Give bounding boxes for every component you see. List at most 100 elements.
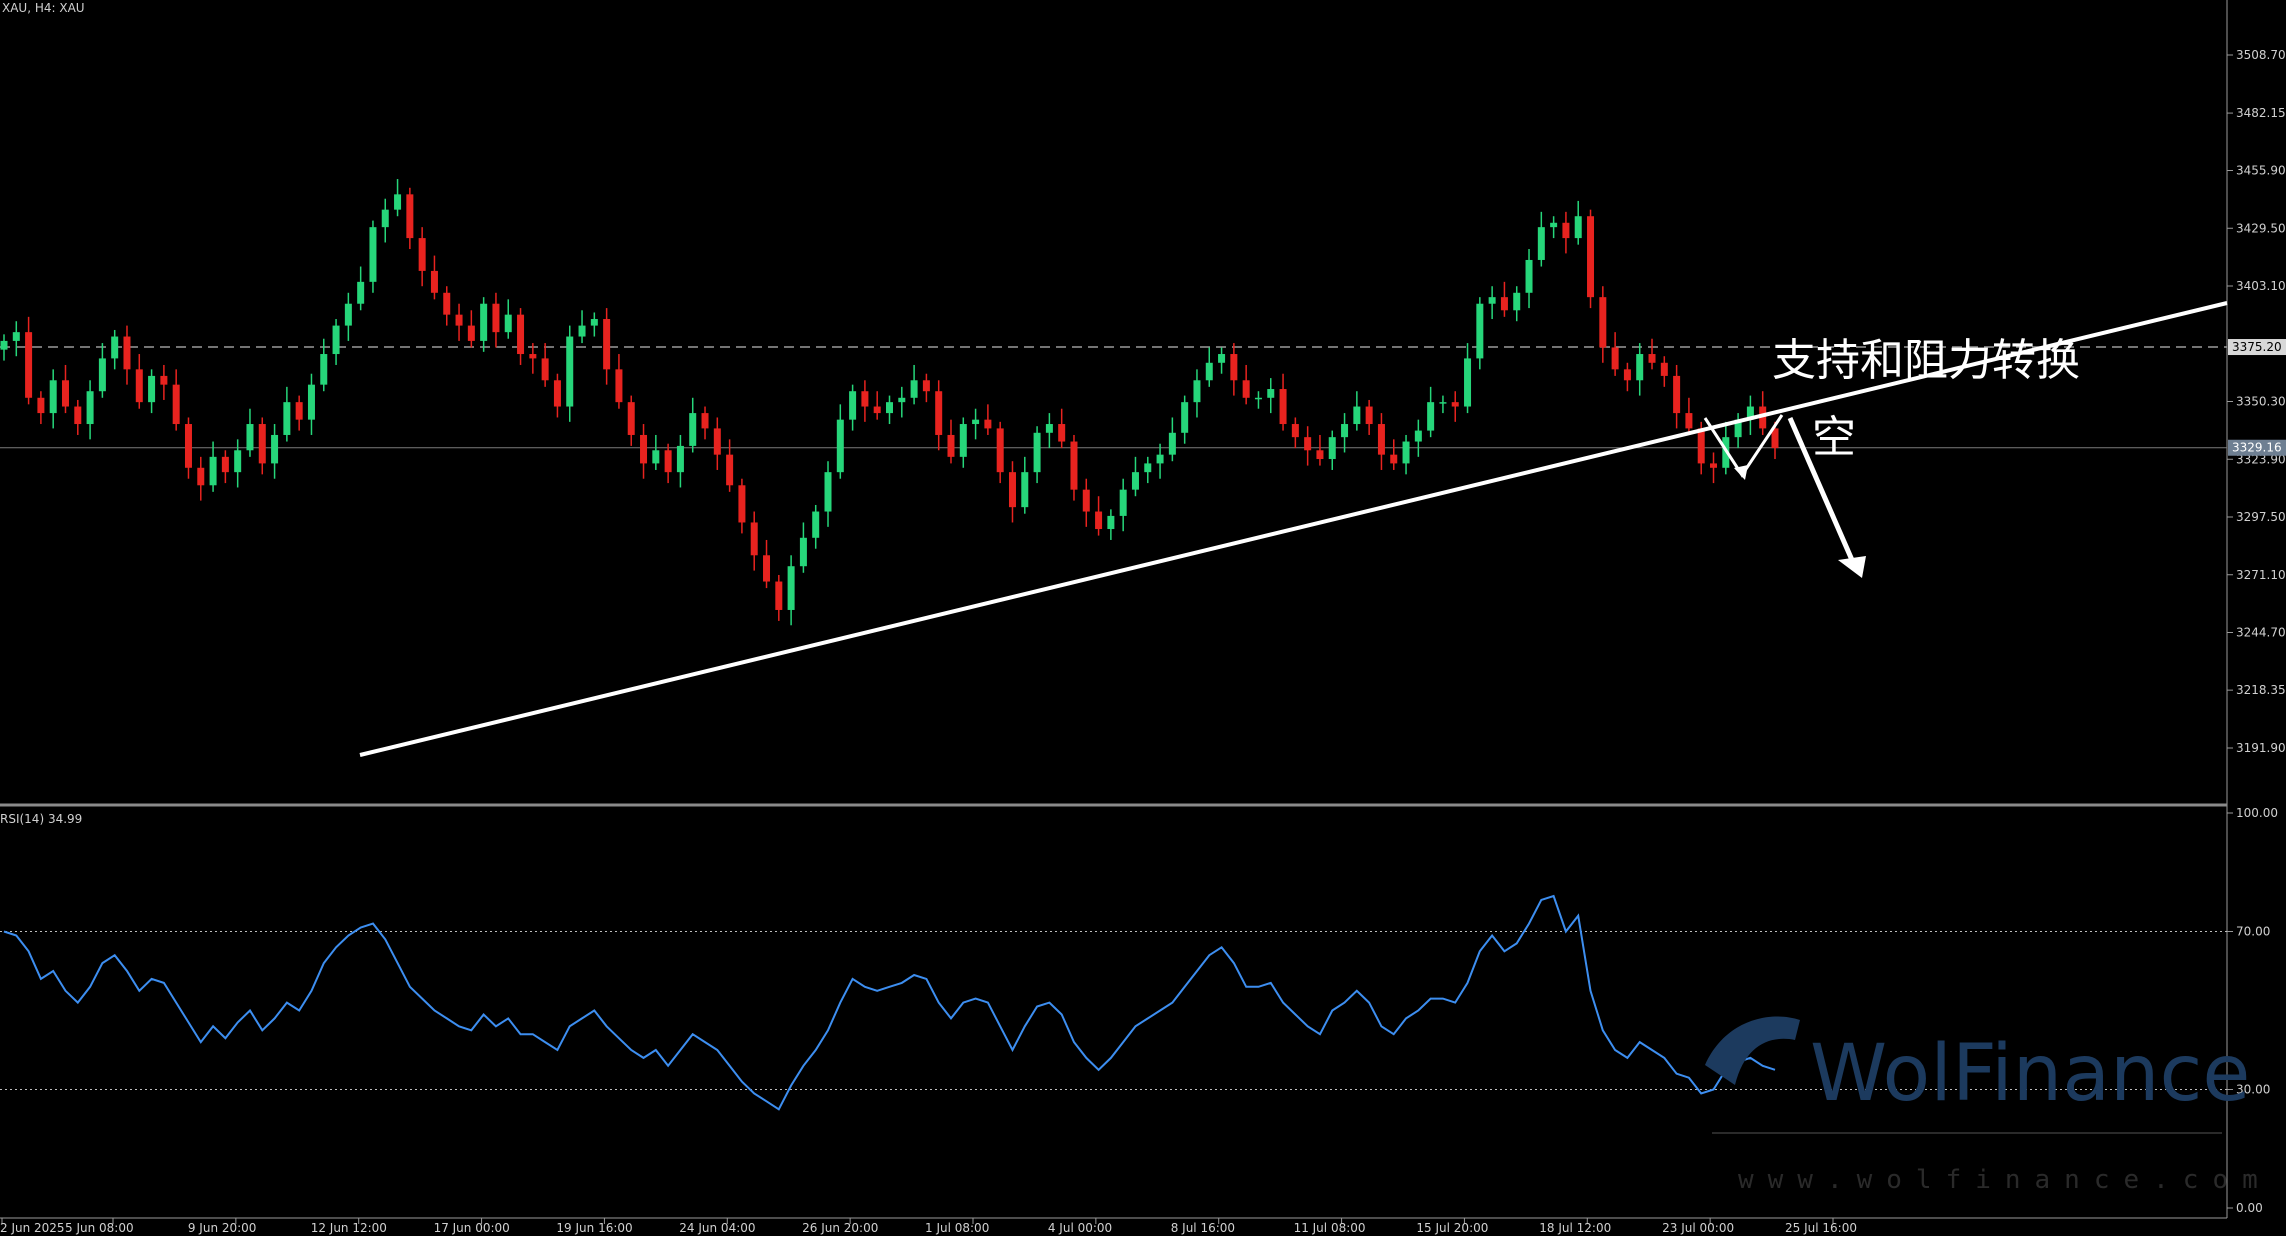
candle-body: [640, 434, 648, 464]
time-tick-label: 12 Jun 12:00: [311, 1221, 387, 1235]
candle-body: [1193, 380, 1201, 403]
candle-body: [1759, 406, 1767, 429]
price-tick-label: 3244.70: [2236, 626, 2286, 640]
candle-body: [37, 397, 45, 414]
price-tick-label: 3350.30: [2236, 395, 2286, 409]
candle-body: [406, 194, 414, 239]
candle-body: [381, 209, 389, 228]
candle-body: [1439, 402, 1447, 404]
candle-body: [898, 397, 906, 403]
candle-body: [1218, 354, 1226, 363]
candle-body: [1574, 216, 1582, 239]
candle-body: [1746, 406, 1754, 420]
candle-body: [1390, 454, 1398, 464]
candle-body: [701, 413, 709, 429]
candle-body: [1045, 424, 1053, 433]
candle-body: [357, 281, 365, 304]
candle-body: [1242, 380, 1250, 398]
watermark-brand: WolFinance: [1810, 1029, 2250, 1119]
candle-body: [1328, 437, 1336, 460]
candle-body: [799, 537, 807, 567]
candle-body: [61, 380, 69, 407]
candle-body: [1771, 428, 1779, 449]
rsi-label: RSI(14) 34.99: [0, 812, 82, 826]
candle-body: [812, 511, 820, 538]
watermark-url: www.wolfinance.com: [1738, 1165, 2272, 1195]
time-tick-label: 9 Jun 20:00: [188, 1221, 257, 1235]
rsi-tick-label: 100.00: [2236, 806, 2278, 820]
candle-body: [148, 375, 156, 403]
candle-body: [824, 472, 832, 512]
candle-body: [972, 419, 980, 425]
time-tick-label: 1 Jul 08:00: [925, 1221, 989, 1235]
candle-body: [209, 456, 217, 486]
candle-body: [295, 402, 303, 420]
rsi-tick-label: 0.00: [2236, 1201, 2263, 1215]
candle-body: [0, 340, 8, 350]
candle-body: [332, 325, 340, 355]
candle-body: [1070, 441, 1078, 490]
candle-body: [1304, 437, 1312, 451]
candle-body: [394, 194, 402, 210]
price-tick-label: 3271.10: [2236, 568, 2286, 582]
zigzag-arrowhead: [1734, 465, 1748, 480]
wolf-logo-icon: [1705, 1016, 1800, 1085]
time-tick-label: 19 Jun 16:00: [556, 1221, 632, 1235]
candle-body: [1513, 292, 1521, 311]
candle-body: [258, 424, 266, 464]
candle-body: [49, 380, 57, 414]
candle-body: [1291, 424, 1299, 438]
candle-body: [590, 319, 598, 326]
time-tick-label: 23 Jul 00:00: [1662, 1221, 1734, 1235]
short-arrowhead: [1838, 556, 1866, 578]
ascending-trendline: [359, 301, 2228, 757]
support-resistance-label: 支持和阻力转换: [1772, 335, 2080, 386]
time-tick-label: 24 Jun 04:00: [679, 1221, 755, 1235]
candle-body: [1550, 222, 1558, 228]
candle-body: [664, 450, 672, 473]
candle-body: [1008, 472, 1016, 508]
candle-body: [1021, 472, 1029, 508]
candle-body: [553, 380, 561, 407]
candle-body: [1353, 406, 1361, 425]
candle-body: [738, 485, 746, 523]
candle-body: [197, 467, 205, 486]
price-levels: 3375.20 3329.16: [0, 339, 2286, 456]
time-tick-label: 26 Jun 20:00: [802, 1221, 878, 1235]
candle-body: [1144, 463, 1152, 473]
candle-body: [344, 303, 352, 326]
candle-body: [430, 270, 438, 293]
candle-body: [1107, 515, 1115, 530]
candle-body: [271, 434, 279, 464]
candle-body: [1082, 489, 1090, 512]
candle-body: [689, 413, 697, 446]
candle-body: [726, 454, 734, 486]
candle-body: [1464, 358, 1472, 407]
candle-body: [775, 581, 783, 610]
wolfinance-watermark: WolFinance www.wolfinance.com: [1705, 1016, 2272, 1195]
candle-body: [541, 358, 549, 381]
candle-body: [873, 406, 881, 414]
candle-body: [246, 424, 254, 451]
time-tick-label: 8 Jul 16:00: [1171, 1221, 1235, 1235]
candle-body: [369, 227, 377, 282]
candle-body: [1377, 424, 1385, 455]
candle-body: [1697, 428, 1705, 464]
candle-body: [1316, 450, 1324, 460]
candle-body: [1402, 441, 1410, 464]
candle-body: [1562, 222, 1570, 239]
candlestick-series: [0, 179, 1779, 626]
candle-body: [1685, 413, 1693, 429]
time-tick-label: 25 Jul 16:00: [1785, 1221, 1857, 1235]
candle-body: [1660, 362, 1668, 376]
candle-body: [504, 314, 512, 333]
candle-body: [1181, 402, 1189, 433]
candle-body: [283, 402, 291, 435]
candle-body: [1156, 454, 1164, 464]
candle-body: [1636, 354, 1644, 381]
price-tick-label: 3297.50: [2236, 510, 2286, 524]
candle-body: [1537, 227, 1545, 260]
candle-body: [1451, 402, 1459, 407]
candle-body: [1476, 303, 1484, 359]
